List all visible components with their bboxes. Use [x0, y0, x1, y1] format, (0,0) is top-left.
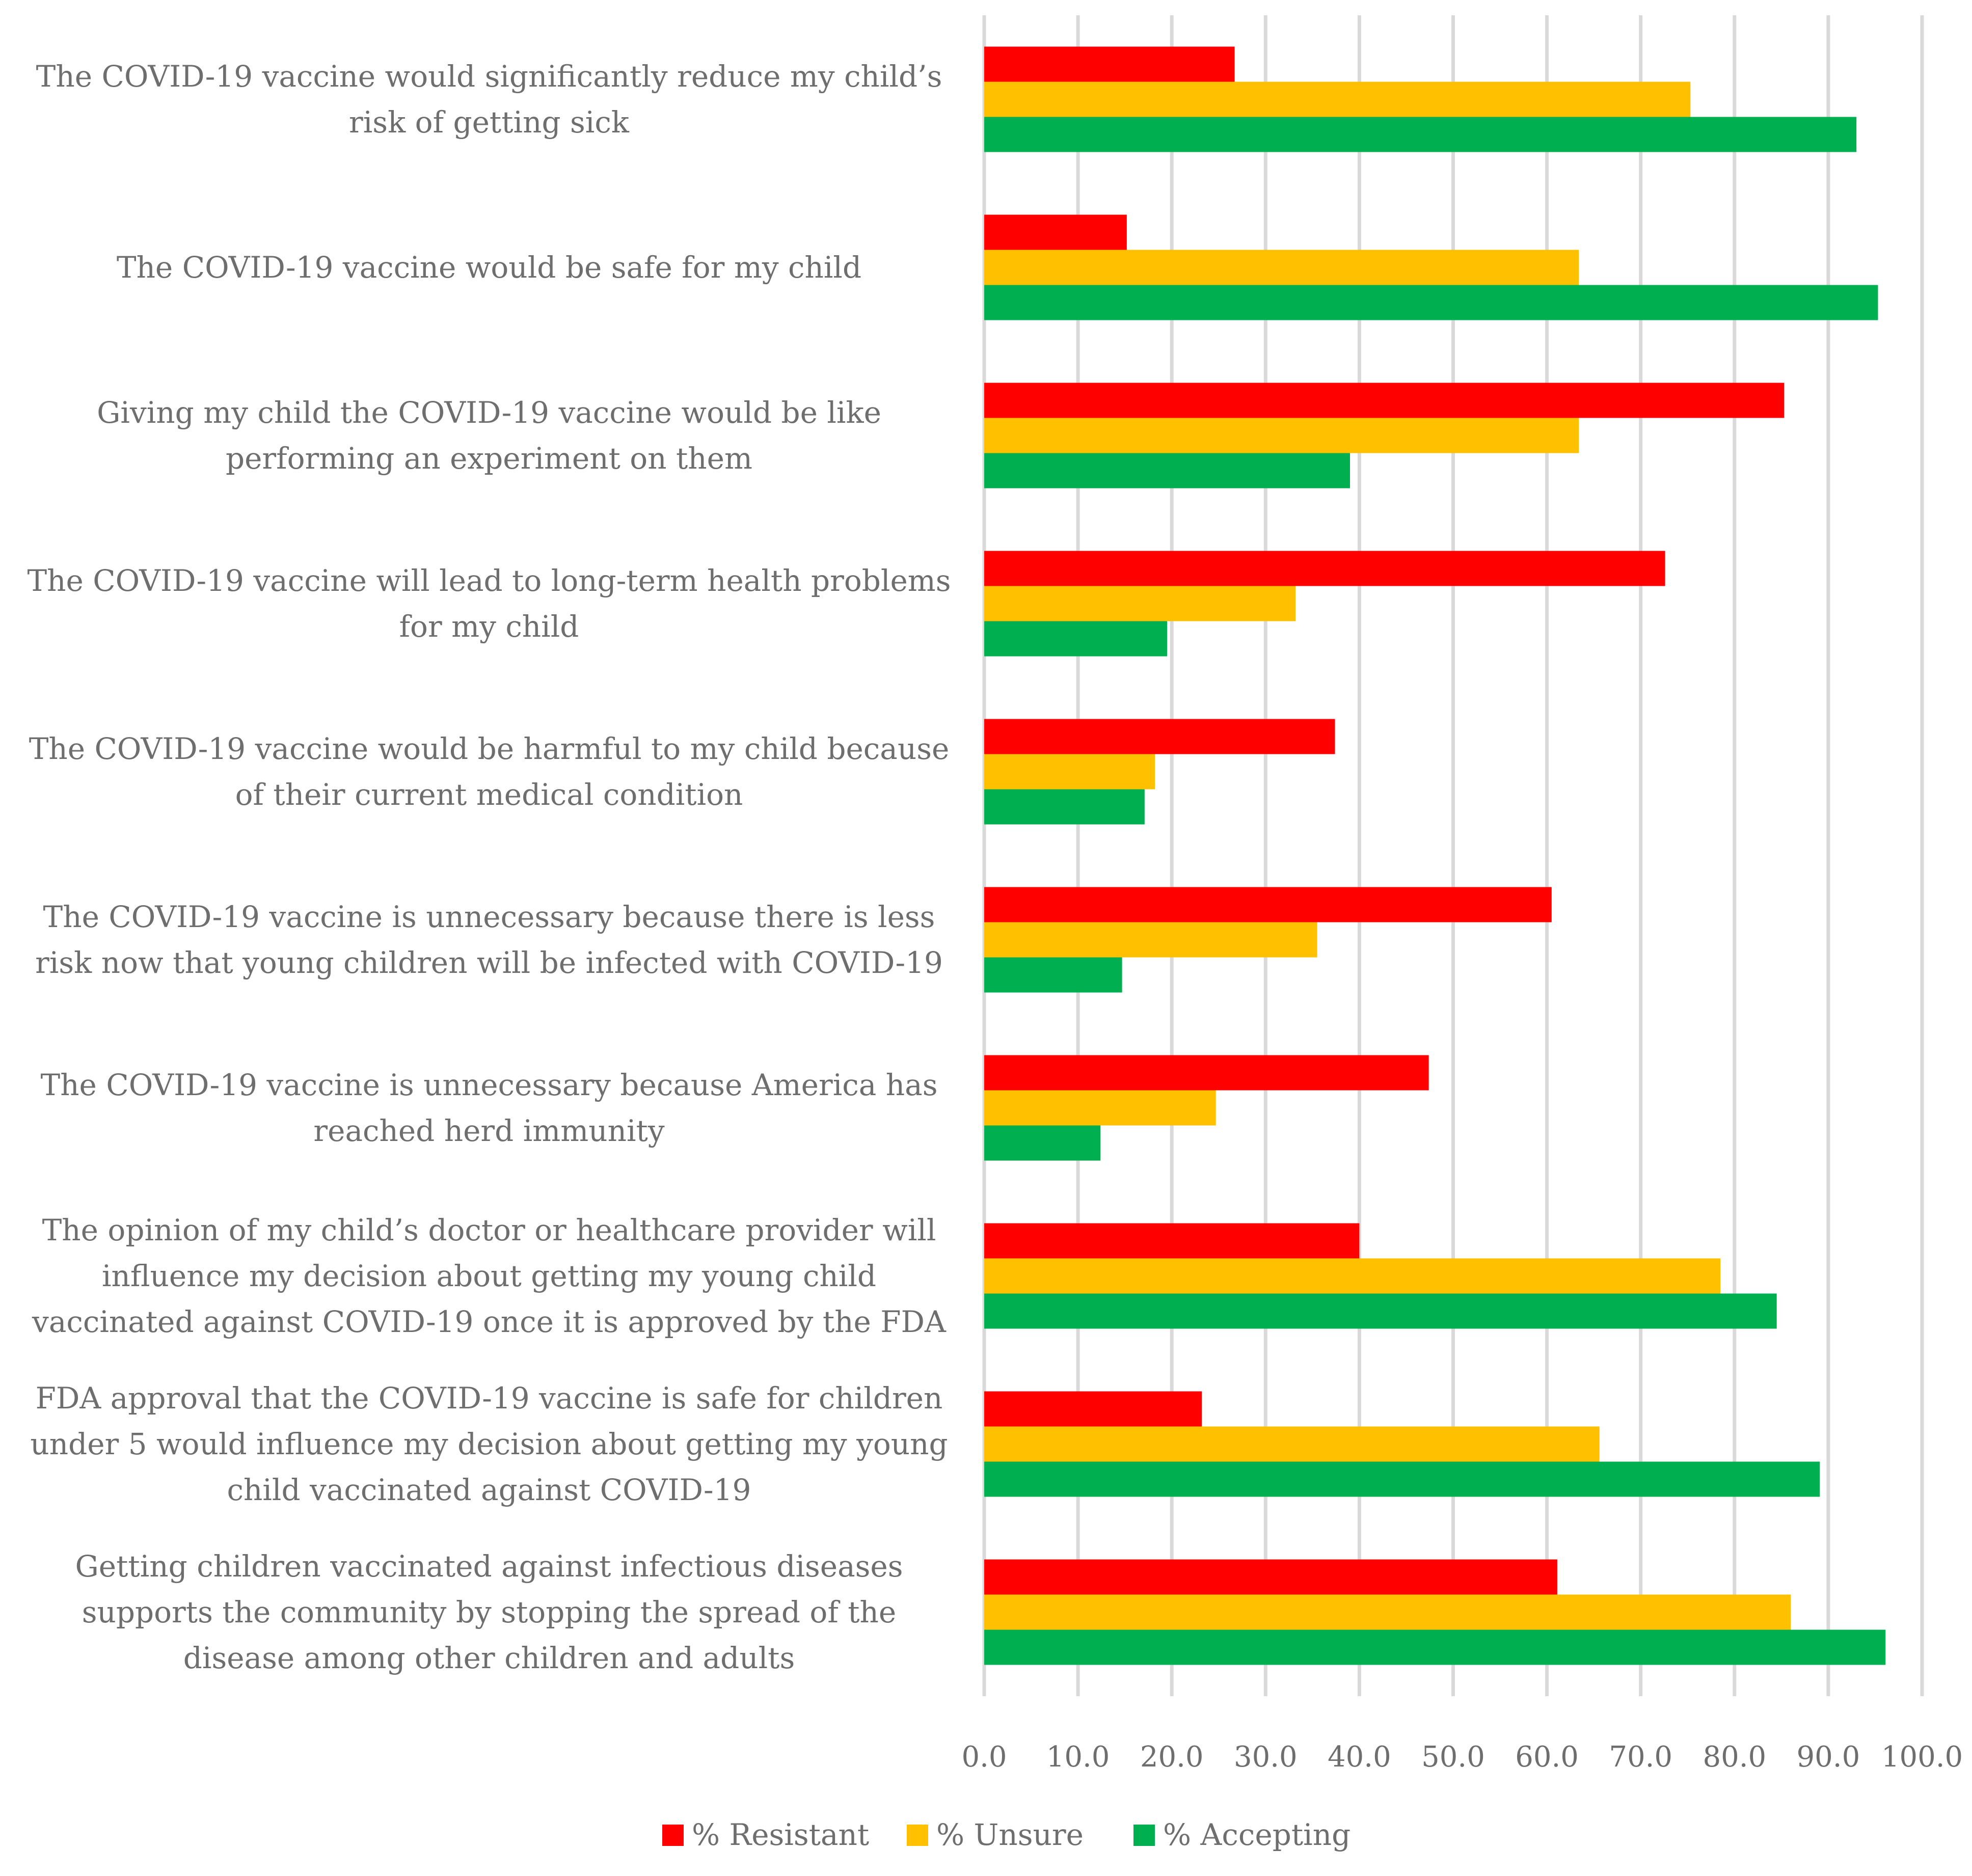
x-tick-label: 40.0 [1328, 1741, 1391, 1774]
bar-unsure [984, 586, 1296, 621]
category-label-line: reached herd immunity [313, 1113, 664, 1148]
bar-resistant [984, 1559, 1557, 1595]
bar-accepting [984, 1293, 1777, 1329]
category-label-line: Giving my child the COVID-19 vaccine wou… [97, 395, 881, 430]
legend-swatch [1133, 1825, 1155, 1846]
bar-accepting [984, 957, 1122, 993]
x-tick-label: 20.0 [1140, 1741, 1204, 1774]
category-label: Getting children vaccinated against infe… [75, 1549, 903, 1675]
bar-resistant [984, 1223, 1360, 1259]
legend-swatch [662, 1825, 684, 1846]
category-label-line: The COVID-19 vaccine would be safe for m… [117, 250, 861, 285]
x-axis-tick-labels: 0.0 10.0 20.0 30.0 40.0 50.0 60.0 70.0 80.0 90.0 1… [961, 1741, 1963, 1774]
bar-accepting [984, 789, 1145, 825]
bar-resistant [984, 214, 1127, 250]
bar-accepting [984, 285, 1878, 320]
bar-resistant [984, 383, 1785, 418]
category-labels: The COVID-19 vaccine would significantly… [27, 59, 951, 1675]
bar-resistant [984, 1391, 1202, 1427]
category-label: The COVID-19 vaccine is unnecessary beca… [41, 1068, 938, 1148]
bar-resistant [984, 719, 1335, 754]
bar-resistant [984, 887, 1552, 922]
category-label-line: The COVID-19 vaccine will lead to long-t… [27, 563, 951, 598]
category-label-line: Getting children vaccinated against infe… [75, 1549, 903, 1584]
bar-unsure [984, 250, 1579, 285]
bar-accepting [984, 1629, 1886, 1665]
category-label-line: performing an experiment on them [226, 441, 752, 476]
bar-resistant [984, 46, 1235, 82]
category-label-line: The COVID-19 vaccine would be harmful to… [29, 731, 950, 766]
category-label: Giving my child the COVID-19 vaccine wou… [97, 395, 881, 476]
x-tick-label: 60.0 [1515, 1741, 1579, 1774]
category-label-line: supports the community by stopping the s… [82, 1595, 896, 1629]
legend-swatch [907, 1825, 928, 1846]
category-label-line: The COVID-19 vaccine is unnecessary beca… [43, 900, 935, 934]
bar-unsure [984, 1594, 1791, 1630]
bar-unsure [984, 1258, 1721, 1294]
category-label-line: risk of getting sick [349, 105, 630, 140]
category-label-line: of their current medical condition [235, 777, 743, 812]
category-label: The opinion of my child’s doctor or heal… [32, 1213, 947, 1339]
x-tick-label: 100.0 [1881, 1741, 1963, 1774]
category-label: The COVID-19 vaccine would be safe for m… [117, 250, 861, 285]
category-label-line: The opinion of my child’s doctor or heal… [42, 1213, 936, 1247]
bar-unsure [984, 922, 1317, 958]
legend-label: % Accepting [1163, 1817, 1350, 1852]
category-label-line: The COVID-19 vaccine is unnecessary beca… [41, 1068, 938, 1102]
category-label-line: risk now that young children will be inf… [35, 945, 943, 980]
legend: % Resistant % Unsure % Accepting [662, 1817, 1350, 1852]
bar-resistant [984, 1055, 1429, 1091]
x-tick-label: 70.0 [1609, 1741, 1672, 1774]
category-label: The COVID-19 vaccine would be harmful to… [29, 731, 950, 812]
bar-unsure [984, 1426, 1600, 1462]
x-tick-label: 50.0 [1421, 1741, 1485, 1774]
category-label-line: child vaccinated against COVID-19 [227, 1473, 751, 1507]
category-label: The COVID-19 vaccine is unnecessary beca… [35, 900, 943, 980]
bar-accepting [984, 453, 1350, 488]
bars [984, 46, 1886, 1665]
category-label: The COVID-19 vaccine would significantly… [36, 59, 942, 140]
bar-accepting [984, 1461, 1820, 1497]
bar-accepting [984, 117, 1857, 152]
category-label-line: under 5 would influence my decision abou… [30, 1427, 948, 1461]
x-tick-label: 10.0 [1046, 1741, 1110, 1774]
x-tick-label: 90.0 [1797, 1741, 1860, 1774]
x-tick-label: 0.0 [961, 1741, 1007, 1774]
bar-accepting [984, 621, 1167, 657]
bar-unsure [984, 754, 1155, 790]
category-label: The COVID-19 vaccine will lead to long-t… [27, 563, 951, 644]
x-tick-label: 30.0 [1234, 1741, 1298, 1774]
bar-resistant [984, 551, 1665, 586]
legend-label: % Resistant [692, 1817, 869, 1852]
category-label-line: for my child [399, 609, 579, 644]
bar-accepting [984, 1125, 1101, 1161]
category-label-line: disease among other children and adults [183, 1641, 795, 1675]
category-label-line: The COVID-19 vaccine would significantly… [36, 59, 942, 94]
category-label-line: vaccinated against COVID-19 once it is a… [32, 1304, 947, 1339]
category-label: FDA approval that the COVID-19 vaccine i… [30, 1381, 948, 1507]
bar-unsure [984, 81, 1691, 117]
x-tick-label: 80.0 [1703, 1741, 1766, 1774]
category-label-line: influence my decision about getting my y… [102, 1259, 876, 1293]
bar-unsure [984, 1090, 1216, 1126]
legend-label: % Unsure [936, 1817, 1084, 1852]
bar-unsure [984, 418, 1579, 453]
category-label-line: FDA approval that the COVID-19 vaccine i… [36, 1381, 943, 1416]
